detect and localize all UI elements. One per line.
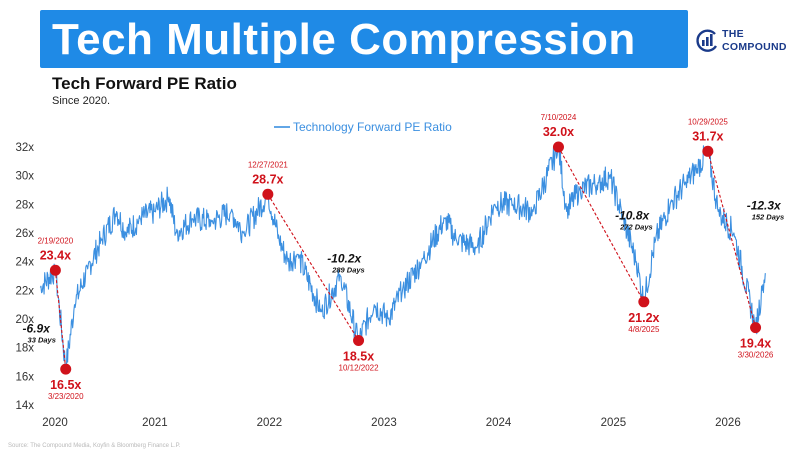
x-tick-label: 2023 [371, 417, 397, 429]
y-tick-label: 28x [15, 199, 34, 211]
y-tick-label: 14x [15, 400, 34, 412]
x-tick-label: 2021 [142, 417, 168, 429]
series-line-technology-forward-pe [39, 143, 766, 372]
annotation-value-label: 28.7x [252, 172, 283, 186]
annotation-value-label: 32.0x [543, 125, 574, 139]
y-tick-label: 26x [15, 228, 34, 240]
annotation-date-label: 3/23/2020 [48, 392, 84, 401]
x-tick-label: 2024 [486, 417, 512, 429]
y-tick-label: 20x [15, 314, 34, 326]
compound-logo-icon [696, 29, 718, 52]
annotation-date-label: 7/10/2024 [541, 113, 577, 122]
annotation-marker [750, 322, 762, 334]
brand-name-line1: THE [722, 28, 744, 40]
drawdown-line [267, 194, 360, 341]
brand-name-line2: COMPOUND [722, 41, 787, 53]
annotation-value-label: 18.5x [343, 350, 374, 364]
annotation-marker [262, 188, 274, 200]
annotation-value-label: 21.2x [628, 311, 659, 325]
y-tick-label: 32x [15, 142, 34, 154]
annotation-date-label: 10/12/2022 [339, 364, 380, 373]
source-note: Source: The Compound Media, Koyfin & Blo… [8, 443, 181, 449]
annotation-date-label: 2/19/2020 [38, 236, 74, 245]
drawdown-change-label: -6.9x [23, 322, 52, 336]
chart-title: Tech Forward PE Ratio [52, 74, 237, 93]
drawdown-change-label: -12.3x [747, 198, 782, 212]
drawdown-duration-label: 272 Days [619, 222, 653, 231]
annotation-marker [638, 296, 650, 308]
annotation-date-label: 10/29/2025 [688, 117, 729, 126]
annotation-value-label: 31.7x [692, 129, 723, 143]
drawdown-line [707, 151, 757, 328]
drawdown-duration-label: 289 Days [331, 265, 365, 274]
annotation-marker [552, 141, 564, 153]
y-tick-label: 18x [15, 343, 34, 355]
annotation-value-label: 16.5x [50, 378, 81, 392]
x-tick-label: 2020 [42, 417, 68, 429]
annotation-date-label: 4/8/2025 [628, 325, 660, 334]
brand-logo: THE COMPOUND [694, 26, 804, 66]
annotation-marker [49, 264, 61, 276]
brand-name: THE COMPOUND [722, 28, 787, 54]
annotation-marker [702, 145, 714, 157]
annotation-value-label: 23.4x [40, 248, 71, 262]
annotation-value-label: 19.4x [740, 337, 771, 351]
y-tick-label: 22x [15, 285, 34, 297]
y-tick-label: 24x [15, 257, 34, 269]
x-tick-label: 2026 [715, 417, 741, 429]
annotation-date-label: 3/30/2026 [738, 351, 774, 360]
title-banner [40, 10, 688, 68]
page-title: Tech Multiple Compression [52, 15, 636, 64]
chart-subtitle: Since 2020. [52, 95, 111, 107]
x-tick-label: 2022 [257, 417, 283, 429]
drawdown-duration-label: 33 Days [28, 336, 56, 345]
drawdown-line [557, 146, 645, 303]
annotation-marker [60, 363, 72, 375]
y-tick-label: 30x [15, 171, 34, 183]
legend-label: Technology Forward PE Ratio [293, 120, 452, 134]
annotation-date-label: 12/27/2021 [248, 160, 289, 169]
x-tick-label: 2025 [601, 417, 627, 429]
annotation-marker [353, 335, 365, 346]
drawdown-change-label: -10.2x [327, 251, 362, 265]
drawdown-duration-label: 152 Days [752, 212, 785, 221]
drawdown-line [54, 270, 67, 370]
y-tick-label: 16x [15, 371, 34, 383]
drawdown-change-label: -10.8x [615, 208, 650, 222]
